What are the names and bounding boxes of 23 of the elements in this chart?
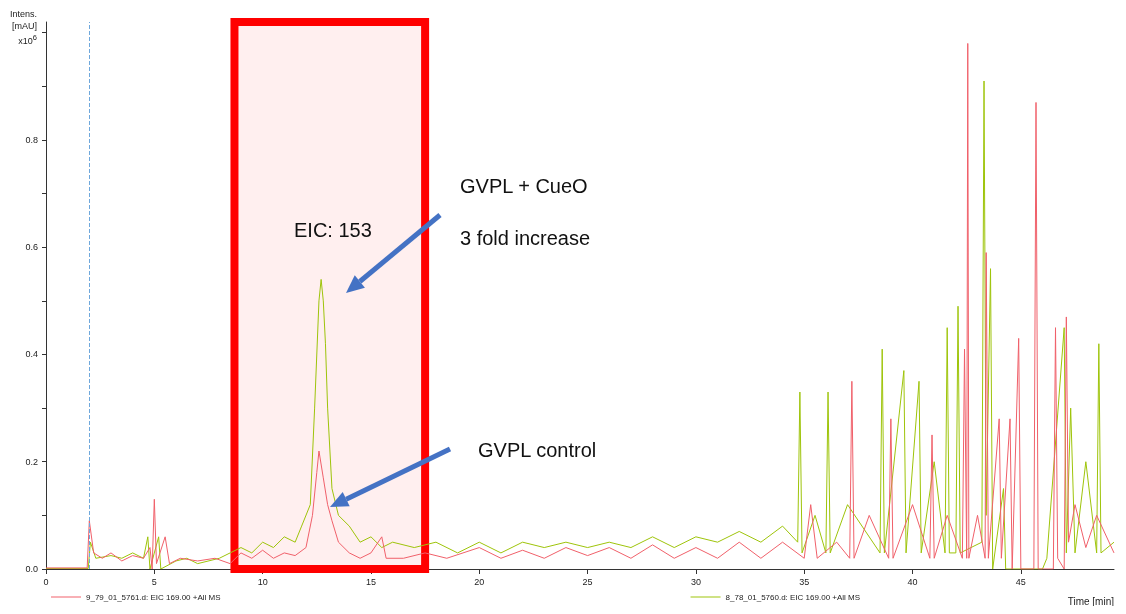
legend-label: 8_78_01_5760.d: EIC 169.00 +All MS <box>725 592 861 602</box>
x-tick-label: 20 <box>474 576 485 587</box>
x-tick-label: 0 <box>43 576 49 587</box>
y-tick-label: 0.6 <box>25 242 38 253</box>
annotation: GVPL + CueO <box>460 175 588 197</box>
x-axis-title: Time [min] <box>1067 595 1115 607</box>
y-axis-title: Intens. [mAU] x10$^{6}$ <box>10 8 38 47</box>
x-tick-label: 30 <box>690 576 701 587</box>
y-tick-label: 0.4 <box>25 349 38 360</box>
x-tick-label: 45 <box>1015 576 1026 587</box>
annotation: GVPL control <box>478 439 597 461</box>
x-tick-label: 40 <box>907 576 918 587</box>
y-tick-label: 0.8 <box>25 134 38 145</box>
annotation: 3 fold increase <box>460 227 591 249</box>
x-tick-label: 35 <box>799 576 810 587</box>
y-tick-label: 0.0 <box>25 564 38 574</box>
x-tick-label: 15 <box>365 576 376 587</box>
x-tick-label: 10 <box>257 576 268 587</box>
x-tick-label: 5 <box>151 576 157 587</box>
x-tick-label: 25 <box>582 576 593 587</box>
y-tick-label: 0.2 <box>25 456 38 467</box>
legend-label: 9_79_01_5761.d: EIC 169.00 +All MS <box>86 592 221 602</box>
annotation: EIC: 153 <box>294 219 372 241</box>
